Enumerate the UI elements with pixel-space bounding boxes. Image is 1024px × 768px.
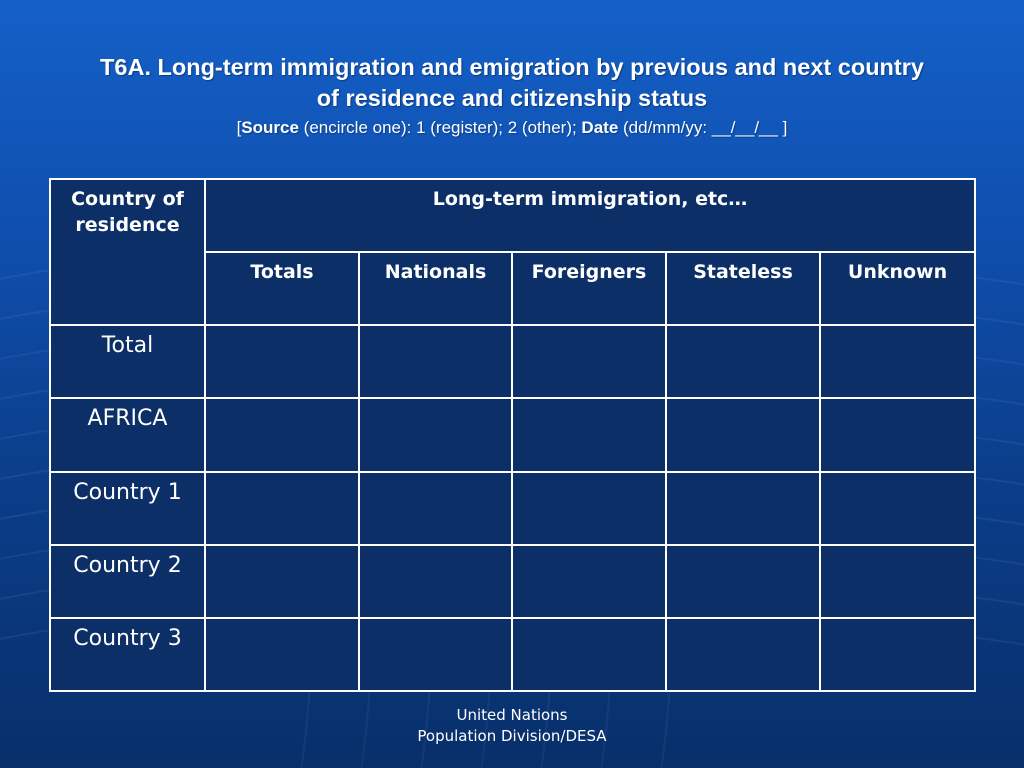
subtitle-source-label: Source	[241, 118, 299, 137]
row-label-country-1: Country 1	[49, 470, 206, 546]
table-cell	[358, 397, 513, 473]
table-cell	[665, 543, 821, 619]
table-cell	[818, 616, 977, 693]
table-cell	[511, 470, 667, 546]
row-label-africa: AFRICA	[49, 397, 206, 473]
table-cell	[358, 543, 513, 619]
row-label-country-3: Country 3	[49, 616, 206, 693]
table-cell	[358, 470, 513, 546]
table-cell	[511, 543, 667, 619]
column-header-foreigners: Foreigners	[511, 251, 667, 327]
footer-division: Population Division/DESA	[417, 727, 607, 745]
table-cell	[511, 616, 667, 693]
table-cell	[358, 324, 513, 400]
table-row: Country 3	[49, 616, 977, 693]
table-cell	[665, 324, 821, 400]
slide-title: T6A. Long-term immigration and emigratio…	[0, 52, 1024, 114]
row-label-total: Total	[49, 324, 206, 400]
table-cell	[204, 324, 360, 400]
row-label-country-2: Country 2	[49, 543, 206, 619]
table-cell	[665, 397, 821, 473]
table-row: Country 2	[49, 543, 977, 619]
footer: United Nations Population Division/DESA	[0, 705, 1024, 747]
table-row: AFRICA	[49, 397, 977, 473]
footer-organization: United Nations	[456, 706, 568, 724]
table-cell	[818, 324, 977, 400]
table-cell	[818, 470, 977, 546]
subtitle-date-text: (dd/mm/yy: __/__/__ ]	[618, 118, 788, 137]
slide-subtitle: [Source (encircle one): 1 (register); 2 …	[0, 117, 1024, 139]
subtitle-date-label: Date	[581, 118, 619, 137]
table-cell	[818, 397, 977, 473]
table-cell	[358, 616, 513, 693]
table-cell	[818, 543, 977, 619]
column-header-stateless: Stateless	[665, 251, 821, 327]
table-cell	[511, 397, 667, 473]
table-cell	[665, 470, 821, 546]
column-header-unknown: Unknown	[818, 251, 977, 327]
subtitle-source-text: (encircle one): 1 (register); 2 (other);	[298, 118, 582, 137]
table-cell	[511, 324, 667, 400]
table-cell	[204, 397, 360, 473]
table-row: Total	[49, 324, 977, 400]
column-header-totals: Totals	[204, 251, 360, 327]
table-cell	[665, 616, 821, 693]
table-header-row-2: Totals Nationals Foreigners Stateless Un…	[50, 251, 977, 327]
column-header-nationals: Nationals	[358, 251, 513, 327]
corner-header-country-of-residence: Country of residence	[49, 177, 206, 327]
table-cell	[204, 543, 360, 619]
table-header-row-1: Country of residence Long-term immigrati…	[49, 177, 977, 327]
table-cell	[204, 470, 360, 546]
table-row: Country 1	[49, 470, 977, 546]
data-table: Country of residence Long-term immigrati…	[49, 177, 977, 693]
slide-title-line-1: T6A. Long-term immigration and emigratio…	[100, 54, 924, 80]
slide-title-line-2: of residence and citizenship status	[316, 85, 708, 111]
group-header-long-term-immigration: Long-term immigration, etc…	[203, 177, 977, 254]
subtitle-open-bracket: [	[236, 118, 242, 137]
table-cell	[204, 616, 360, 693]
